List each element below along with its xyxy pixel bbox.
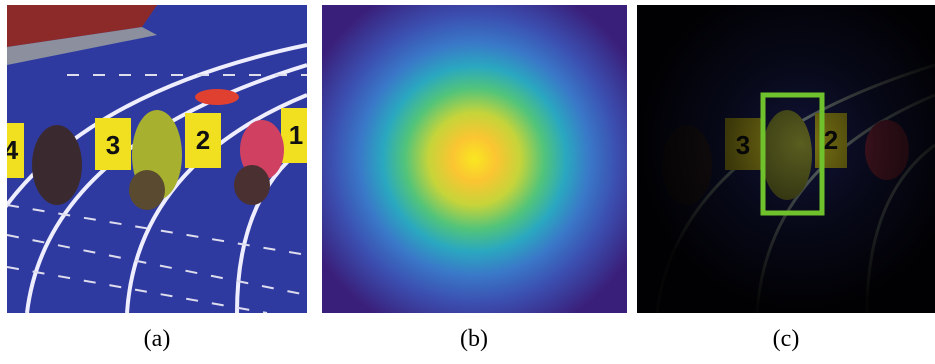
caption: (a) <box>144 326 171 352</box>
lane-number: 2 <box>196 125 210 155</box>
lane-number: 3 <box>106 130 120 160</box>
heatmap <box>322 5 627 313</box>
lane-number: 4 <box>4 135 19 165</box>
figure: 4 3 2 1 3 2 (a) (b) (c) <box>0 0 935 359</box>
lane-number: 1 <box>289 120 303 150</box>
panel-c-image: 3 2 <box>637 5 935 313</box>
caption: (b) <box>460 326 488 352</box>
panel-a-image: 4 3 2 1 <box>0 5 311 313</box>
caption: (c) <box>773 326 800 352</box>
